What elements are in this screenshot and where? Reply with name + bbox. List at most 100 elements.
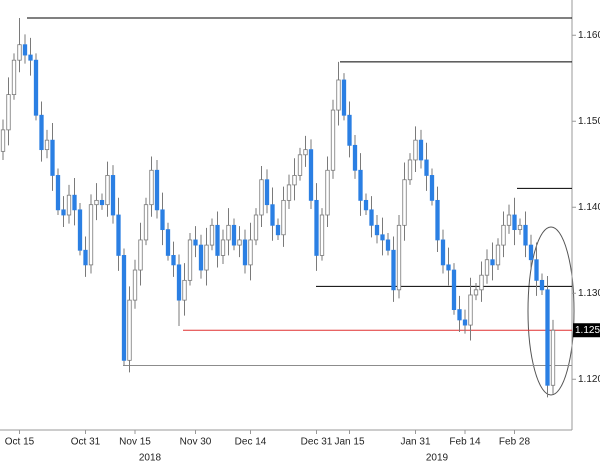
x-tick-label: Jan 15 xyxy=(334,437,364,448)
candle-body xyxy=(165,229,171,256)
candle-body xyxy=(198,244,204,271)
year-label: 2018 xyxy=(139,453,162,464)
candle-body xyxy=(523,224,528,246)
candle-body xyxy=(132,269,138,301)
candle-body xyxy=(17,44,22,61)
candle-body xyxy=(457,309,462,321)
candle-body xyxy=(94,199,99,206)
candle-body xyxy=(407,159,413,181)
candle-body xyxy=(292,175,297,186)
candle-body xyxy=(440,239,446,266)
candle-body xyxy=(264,179,270,206)
candle-body xyxy=(39,114,44,151)
candle-body xyxy=(77,209,83,251)
y-tick-label: 1.1600 xyxy=(578,30,600,41)
candle-body xyxy=(215,224,220,256)
candle-body xyxy=(462,319,468,326)
candle-body xyxy=(88,204,94,266)
candle-body xyxy=(209,224,215,246)
candle-body xyxy=(33,59,39,116)
x-tick-label: Dec 31 xyxy=(301,437,333,448)
x-tick-label: Jan 31 xyxy=(400,437,430,448)
candle-body xyxy=(281,199,286,236)
candle-body xyxy=(385,239,391,251)
candle-body xyxy=(473,289,479,296)
candle-body xyxy=(0,129,6,152)
candle-body xyxy=(242,239,248,266)
candle-body xyxy=(66,194,72,216)
y-tick-label: 1.1300 xyxy=(578,288,600,299)
candle-body xyxy=(105,175,110,206)
candle-body xyxy=(380,234,385,241)
candle-body xyxy=(127,299,132,361)
candle-body xyxy=(369,209,374,226)
year-label: 2019 xyxy=(426,453,449,464)
candle-body xyxy=(374,224,380,236)
candle-body xyxy=(325,169,330,216)
candle-body xyxy=(468,294,473,326)
candle-body xyxy=(429,175,435,201)
candle-body xyxy=(512,214,517,231)
candle-body xyxy=(490,259,495,266)
candle-body xyxy=(50,139,55,176)
candle-body xyxy=(297,154,303,176)
candle-body xyxy=(424,159,429,176)
candle-body xyxy=(61,209,66,216)
candle-body xyxy=(517,224,523,231)
candle-body xyxy=(6,94,11,131)
candle-body xyxy=(204,244,209,271)
x-tick-label: Oct 31 xyxy=(71,437,101,448)
candle-body xyxy=(259,179,264,216)
x-tick-label: Dec 14 xyxy=(235,437,267,448)
candle-body xyxy=(154,169,160,211)
candle-body xyxy=(44,139,50,151)
candle-body xyxy=(121,255,127,361)
candle-body xyxy=(534,259,539,281)
x-tick-label: Oct 15 xyxy=(5,437,35,448)
candle-body xyxy=(484,259,490,276)
candle-body xyxy=(138,239,143,271)
candle-body xyxy=(176,264,182,301)
candle-body xyxy=(149,169,154,206)
candle-body xyxy=(275,224,281,236)
candle-body xyxy=(446,264,451,271)
candle-body xyxy=(501,224,506,246)
x-tick-label: Nov 30 xyxy=(180,437,212,448)
last-price-label: 1.1257 xyxy=(575,325,600,336)
candle-body xyxy=(363,199,369,211)
candle-body xyxy=(528,244,534,261)
candle-body xyxy=(391,249,396,291)
candle-body xyxy=(160,209,165,231)
x-tick-label: Feb 14 xyxy=(449,437,481,448)
candle-body xyxy=(336,79,341,111)
candle-body xyxy=(83,249,88,266)
candle-body xyxy=(308,149,314,201)
candle-body xyxy=(116,214,121,256)
candle-body xyxy=(226,224,231,241)
candle-body xyxy=(248,239,253,266)
candle-body xyxy=(231,224,237,246)
candle-body xyxy=(341,79,347,116)
candle-body xyxy=(193,239,198,246)
candle-body xyxy=(270,204,275,226)
candle-body xyxy=(303,149,308,156)
y-tick-label: 1.1400 xyxy=(578,202,600,213)
candle-body xyxy=(545,289,550,386)
candle-body xyxy=(72,194,77,211)
candle-body xyxy=(110,175,116,216)
candle-body xyxy=(171,255,176,266)
candle-body xyxy=(358,169,363,201)
candle-body xyxy=(99,199,105,206)
candle-body xyxy=(286,184,292,201)
candle-body xyxy=(402,179,407,226)
candle-body xyxy=(347,114,352,146)
candle-body xyxy=(182,279,187,301)
y-tick-label: 1.1500 xyxy=(578,116,600,127)
candle-body xyxy=(435,199,440,241)
candle-body xyxy=(396,224,402,291)
candle-body xyxy=(253,214,259,241)
candle-body xyxy=(495,244,501,266)
candle-body xyxy=(319,214,325,256)
candle-body xyxy=(11,59,17,96)
candle-body xyxy=(28,54,33,61)
